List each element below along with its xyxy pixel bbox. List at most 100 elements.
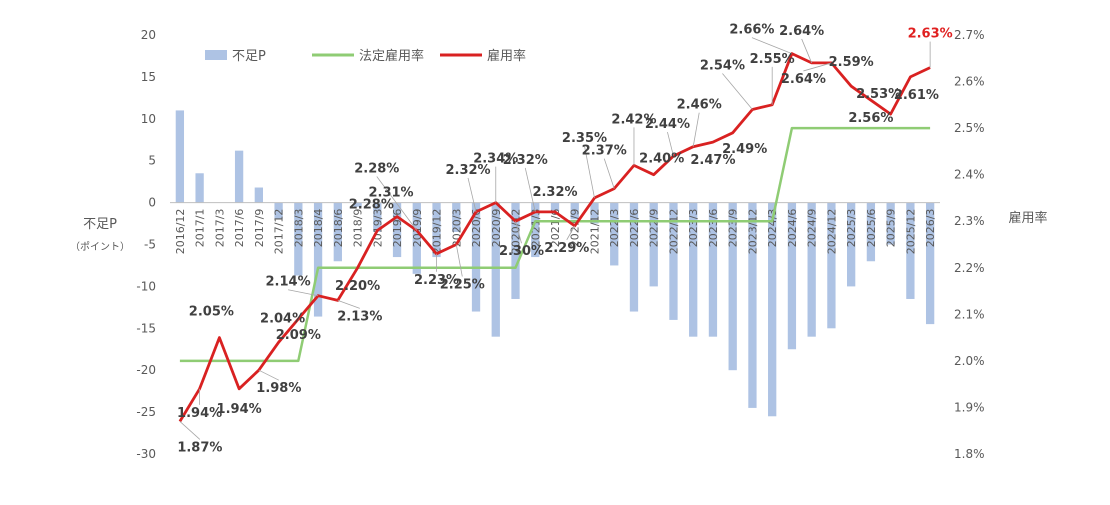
leader-20 bbox=[566, 225, 576, 241]
bar-2018/4 bbox=[313, 202, 323, 317]
legend-label-shortfall: 不足P bbox=[232, 49, 266, 64]
bar-series bbox=[175, 110, 935, 417]
bar-2025/12 bbox=[906, 202, 915, 299]
bar-2021/9 bbox=[570, 202, 579, 220]
legend-swatch-shortfall bbox=[205, 50, 227, 60]
data-label-2019/6: 2.31% bbox=[368, 186, 413, 201]
bar-2017/9 bbox=[254, 187, 263, 203]
bar-2021/6 bbox=[550, 202, 560, 211]
left-tick--5: -5 bbox=[144, 238, 156, 252]
right-tick-2.0%: 2.0% bbox=[954, 354, 985, 368]
x-tick-2021/6: 2021/6 bbox=[549, 209, 562, 248]
bar-2022/3 bbox=[610, 202, 619, 266]
right-tick-2.7%: 2.7% bbox=[954, 28, 985, 42]
bar-2021/3 bbox=[531, 202, 540, 258]
left-tick--15: -15 bbox=[136, 321, 156, 335]
x-tick-2023/12: 2023/12 bbox=[746, 209, 759, 255]
data-label-2020/3: 2.25% bbox=[440, 278, 485, 293]
left-tick--30: -30 bbox=[136, 447, 156, 461]
left-axis-title: 不足P bbox=[83, 217, 117, 232]
data-label-2020/12: 2.30% bbox=[499, 244, 544, 259]
bar-2018/9 bbox=[353, 202, 362, 207]
x-tick-2024/3: 2024/3 bbox=[766, 209, 779, 248]
x-tick-2022/12: 2022/12 bbox=[667, 209, 680, 255]
x-tick-2025/9: 2025/9 bbox=[885, 209, 898, 248]
x-tick-2016/12: 2016/12 bbox=[174, 209, 187, 255]
x-tick-2018/6: 2018/6 bbox=[332, 209, 345, 248]
leader-0 bbox=[179, 421, 201, 440]
data-label-2025/3: 2.59% bbox=[829, 55, 874, 70]
x-tick-2022/6: 2022/6 bbox=[628, 209, 641, 248]
x-tick-2023/6: 2023/6 bbox=[707, 209, 720, 248]
data-label-2021/12: 2.35% bbox=[562, 131, 607, 146]
x-tick-2018/3: 2018/3 bbox=[292, 209, 305, 248]
data-label-2019/9: 2.28% bbox=[354, 162, 399, 177]
leader-18 bbox=[524, 167, 536, 212]
x-tick-2018/9: 2018/9 bbox=[352, 209, 365, 248]
left-tick-20: 20 bbox=[141, 28, 156, 42]
leader-4 bbox=[258, 369, 280, 381]
x-tick-2025/3: 2025/3 bbox=[845, 209, 858, 248]
leader-32 bbox=[801, 38, 813, 64]
x-tick-2026/3: 2026/3 bbox=[924, 209, 937, 248]
right-tick-1.9%: 1.9% bbox=[954, 400, 985, 414]
line-series bbox=[178, 52, 931, 423]
data-label-2026/3: 2.63% bbox=[908, 27, 953, 42]
label-leader-lines bbox=[179, 37, 931, 440]
legend: 不足P 法定雇用率 雇用率 bbox=[205, 48, 526, 64]
right-tick-2.6%: 2.6% bbox=[954, 75, 985, 89]
bar-2019/9 bbox=[412, 202, 421, 274]
employment-rate-line bbox=[178, 52, 931, 423]
left-tick--20: -20 bbox=[136, 363, 156, 377]
data-label-2025/12: 2.61% bbox=[894, 88, 939, 103]
x-tick-2017/6: 2017/6 bbox=[233, 209, 246, 248]
x-tick-2021/12: 2021/12 bbox=[588, 209, 601, 255]
bar-2020/12 bbox=[511, 202, 520, 299]
left-tick-15: 15 bbox=[141, 70, 156, 84]
data-label-2018/6: 2.13% bbox=[337, 309, 382, 324]
data-label-2024/3: 2.55% bbox=[750, 52, 795, 67]
right-tick-2.3%: 2.3% bbox=[954, 214, 985, 228]
x-tick-2023/3: 2023/3 bbox=[687, 209, 700, 248]
x-tick-2024/6: 2024/6 bbox=[786, 209, 799, 248]
data-label-2021/3: 2.32% bbox=[503, 153, 548, 168]
bar-2019/12 bbox=[432, 202, 441, 258]
leader-12 bbox=[376, 176, 418, 231]
data-label-2025/6: 2.56% bbox=[848, 111, 893, 126]
data-label-2019/12: 2.23% bbox=[414, 273, 459, 288]
leader-8 bbox=[337, 299, 360, 309]
bar-2022/6 bbox=[629, 202, 639, 312]
x-tick-2023/9: 2023/9 bbox=[727, 209, 740, 248]
data-label-2016/12: 1.87% bbox=[177, 440, 222, 455]
leader-33 bbox=[803, 62, 832, 72]
left-tick-0: 0 bbox=[148, 196, 156, 210]
data-label-2021/6: 2.32% bbox=[532, 185, 577, 200]
data-labels: 1.87% 1.94% 2.05% 1.94% 1.98% 2.04% 2.09% 2.14%… bbox=[177, 23, 953, 456]
data-label-2021/9: 2.29% bbox=[544, 241, 589, 256]
bar-2021/12 bbox=[590, 202, 599, 224]
leader-17 bbox=[515, 221, 522, 244]
data-label-2023/6: 2.47% bbox=[690, 153, 735, 168]
x-tick-2024/9: 2024/9 bbox=[806, 209, 819, 248]
bar-2023/12 bbox=[748, 202, 757, 408]
data-label-2018/9: 2.20% bbox=[335, 279, 380, 294]
bar-2024/9 bbox=[807, 202, 816, 337]
data-label-2025/9: 2.53% bbox=[856, 87, 901, 102]
bar-2023/3 bbox=[689, 202, 698, 337]
bar-2018/6 bbox=[333, 202, 342, 262]
data-label-2018/4: 2.14% bbox=[266, 275, 311, 290]
right-tick-1.8%: 1.8% bbox=[954, 447, 985, 461]
x-tick-2022/9: 2022/9 bbox=[648, 209, 661, 248]
bar-2020/9 bbox=[491, 202, 500, 337]
leader-15 bbox=[467, 177, 477, 213]
right-tick-2.2%: 2.2% bbox=[954, 261, 985, 275]
data-label-2020/6: 2.32% bbox=[445, 163, 490, 178]
data-label-2017/9: 1.98% bbox=[256, 381, 301, 396]
data-label-2024/6: 2.66% bbox=[729, 23, 774, 38]
x-tick-2017/12: 2017/12 bbox=[273, 209, 286, 255]
data-label-2022/12: 2.44% bbox=[645, 117, 690, 132]
bar-2016/12 bbox=[175, 110, 185, 203]
data-label-2023/9: 2.49% bbox=[722, 142, 767, 157]
bar-2020/3 bbox=[452, 202, 461, 232]
left-tick-10: 10 bbox=[141, 112, 156, 126]
